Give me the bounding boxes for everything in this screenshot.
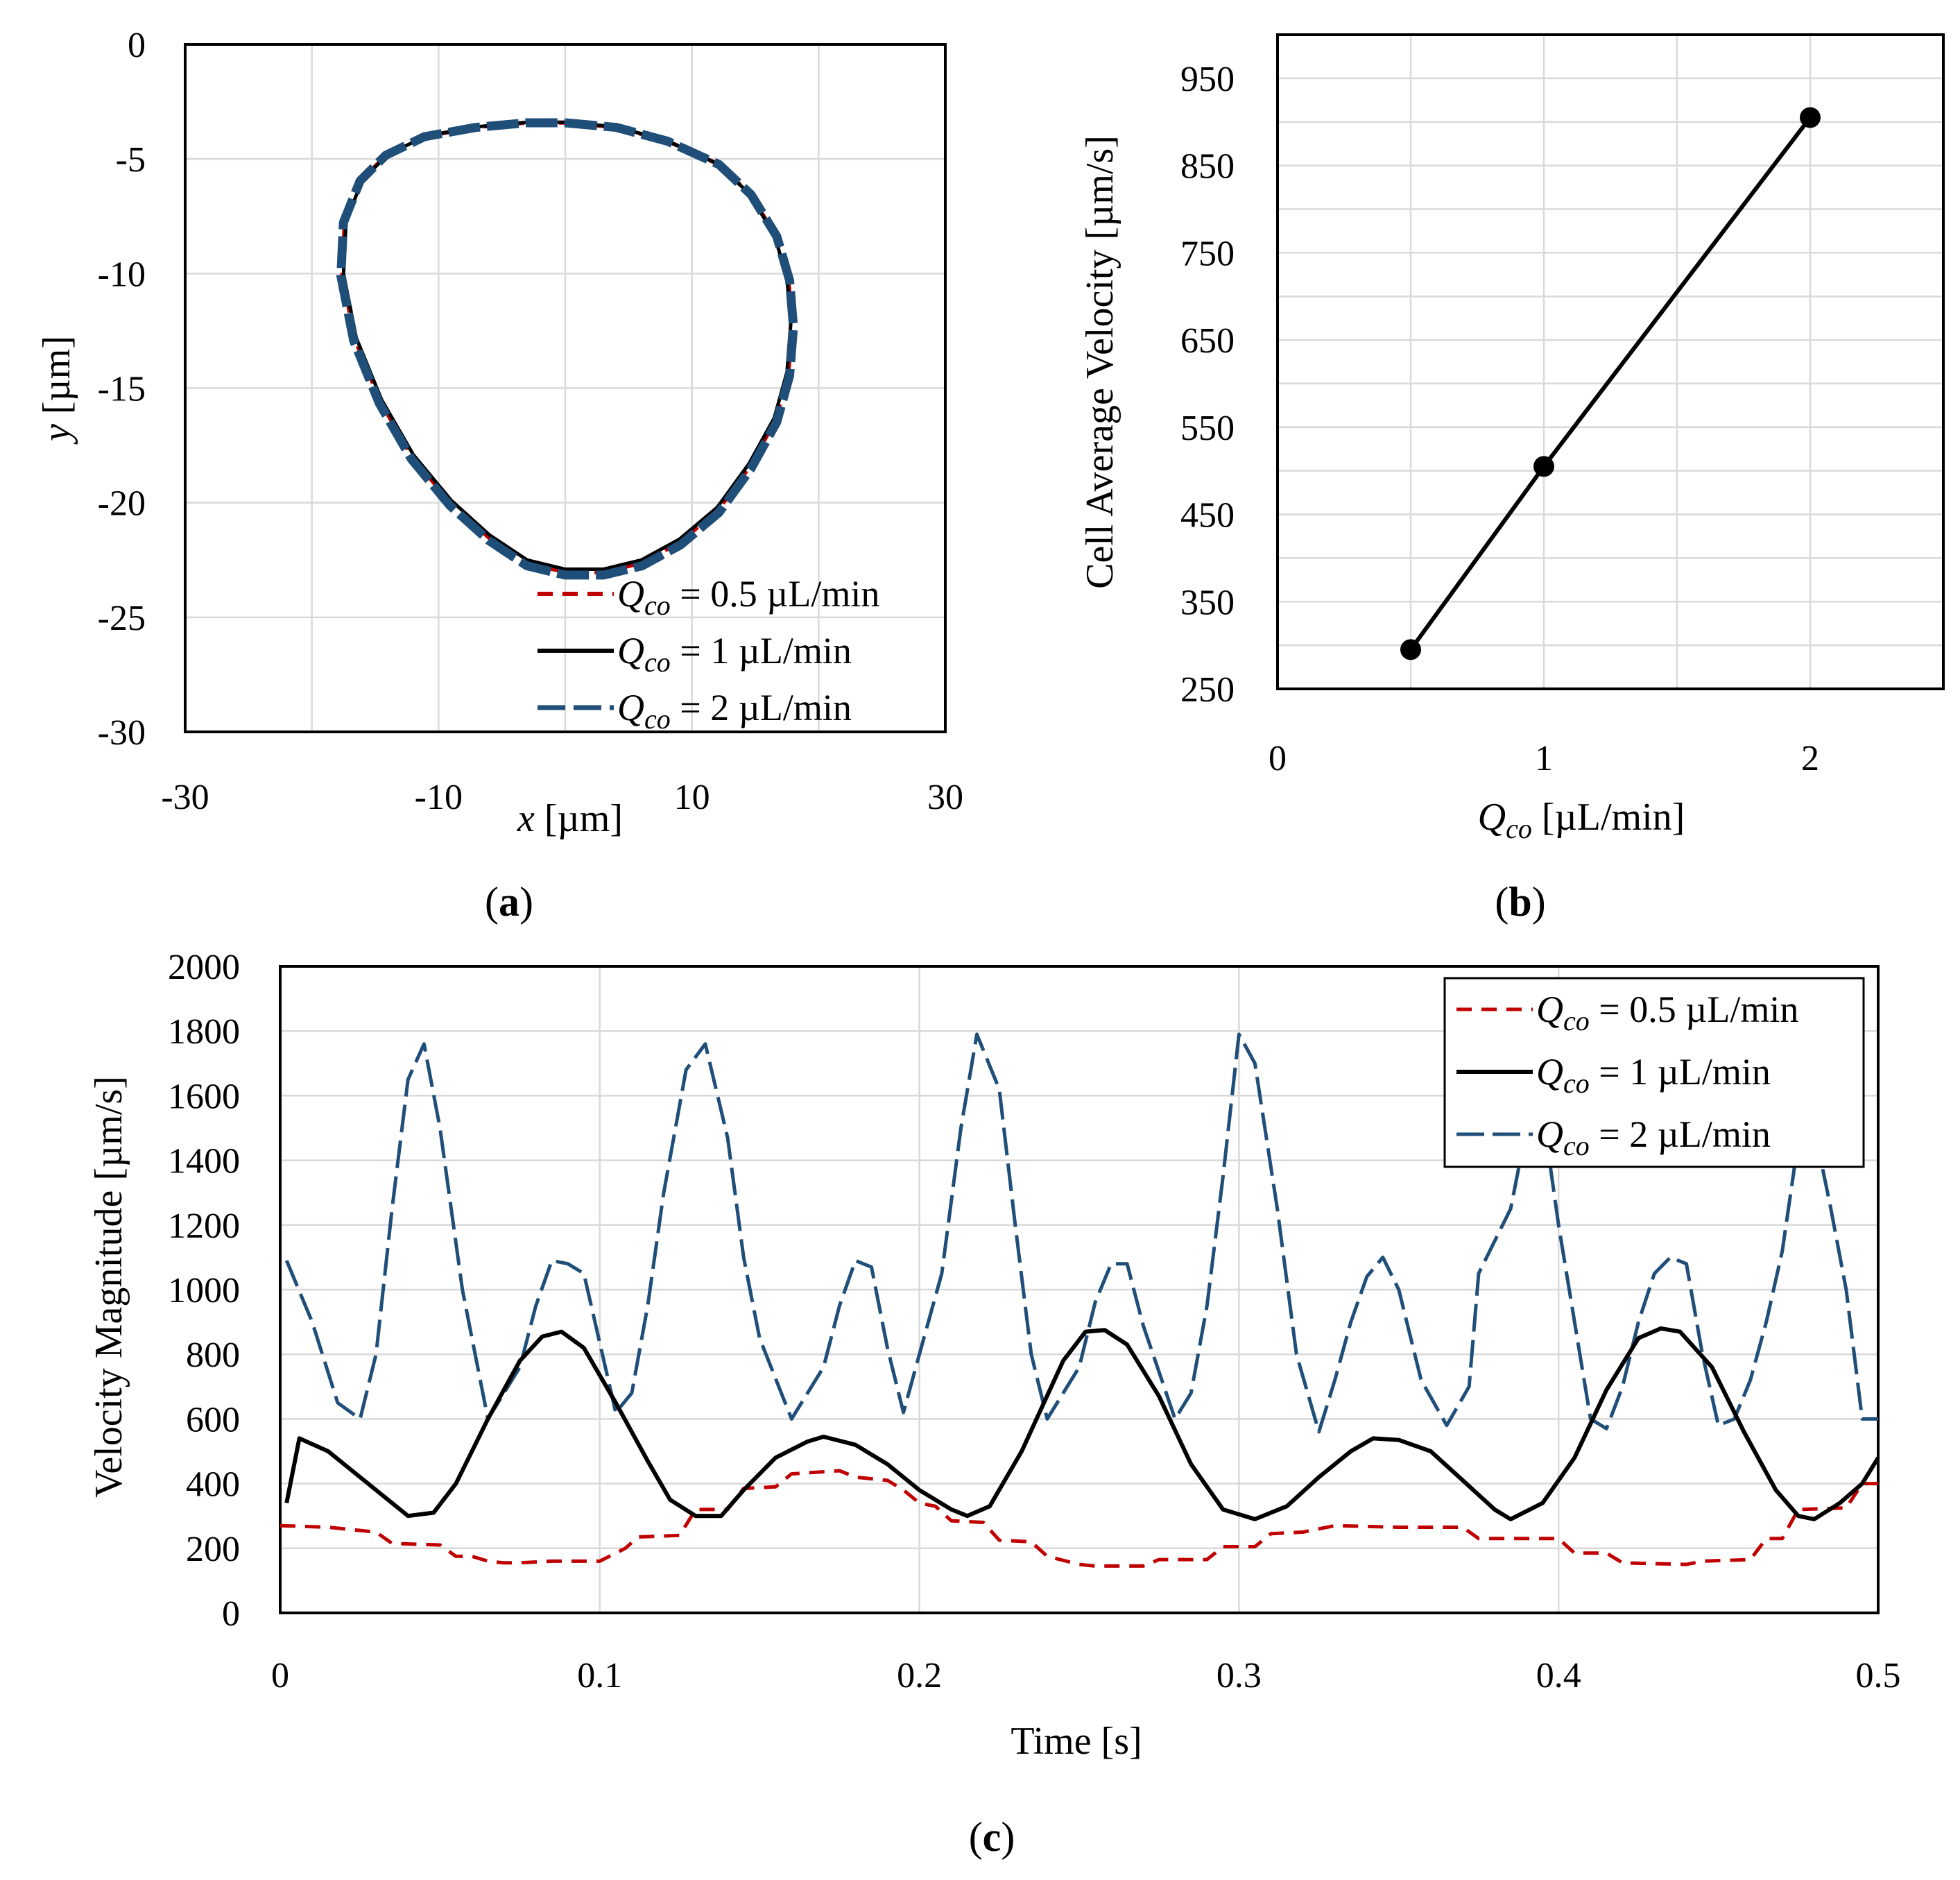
legend-label-1: Qco = 1 µL/min: [617, 630, 852, 678]
panel-a: -30 -10 10 30 0 -5 -10 -15 -20 -25 -30 x [µm] y [µ…: [35, 26, 963, 925]
legend-label-0: Qco = 0.5 µL/min: [1536, 989, 1798, 1036]
y-tick-label: -30: [98, 713, 146, 753]
x-tick-label: 0.1: [577, 1656, 622, 1695]
y-tick-label: 0: [128, 26, 146, 65]
y-tick-label: 1800: [168, 1012, 240, 1052]
y-tick-label: 1200: [168, 1206, 240, 1246]
y-tick-label: 250: [1180, 670, 1235, 710]
y-tick-label: 350: [1180, 583, 1235, 622]
x-tick-label: 0: [271, 1656, 289, 1695]
x-tick-label: 2: [1801, 739, 1819, 778]
panel-a-caption: (a): [485, 879, 533, 925]
data-point: [1800, 107, 1821, 128]
panel-a-tick-labels: -30 -10 10 30 0 -5 -10 -15 -20 -25 -30: [98, 26, 963, 817]
panel-a-x-axis-label: x [µm]: [517, 797, 623, 840]
panel-a-y-axis-label: y [µm]: [35, 336, 78, 445]
panel-b-y-axis-label: Cell Average Velocity [µm/s]: [1078, 135, 1121, 589]
x-tick-label: 0.4: [1536, 1656, 1581, 1695]
y-tick-label: -10: [98, 255, 146, 294]
panel-b: 0 1 2 250 350 450 550 650 750 850 950 Cell Average…: [1078, 33, 1945, 925]
x-tick-label: 1: [1535, 739, 1553, 778]
y-tick-label: -15: [98, 370, 146, 409]
contour-qco-0-5: [340, 120, 795, 574]
y-tick-label: 0: [222, 1594, 240, 1634]
y-tick-label: -20: [98, 484, 146, 524]
y-tick-label: 600: [186, 1400, 240, 1439]
y-tick-label: 650: [1180, 321, 1235, 361]
panel-c-legend: Qco = 0.5 µL/min Qco = 1 µL/min Qco = 2 µL…: [1456, 989, 1798, 1161]
panel-a-legend: Qco = 0.5 µL/min Qco = 1 µL/min Qco = 2 µL…: [538, 573, 879, 735]
x-tick-label: 0: [1269, 739, 1287, 778]
x-tick-label: -30: [161, 778, 209, 817]
series-qco-2: [284, 1032, 1878, 1434]
y-tick-label: 800: [186, 1335, 240, 1375]
panel-c-x-axis-label: Time [s]: [1011, 1720, 1142, 1763]
legend-label-1: Qco = 1 µL/min: [1536, 1051, 1771, 1099]
data-point: [1533, 456, 1554, 477]
y-tick-label: 200: [186, 1530, 240, 1569]
panel-b-grid: [1278, 35, 1943, 689]
panel-c-series: [280, 1032, 1878, 1568]
panel-b-tick-labels: 0 1 2 250 350 450 550 650 750 850 950: [1180, 60, 1819, 778]
contour-qco-2: [336, 118, 798, 580]
panel-b-x-axis-label: Qco [µL/min]: [1478, 796, 1685, 844]
panel-c-plot-frame: [279, 965, 1880, 1614]
y-tick-label: 850: [1180, 147, 1235, 187]
y-tick-label: 750: [1180, 234, 1235, 273]
series-qco-0-5: [280, 1469, 1878, 1568]
y-tick-label: 2000: [168, 948, 240, 987]
legend-label-2: Qco = 2 µL/min: [617, 687, 852, 735]
y-tick-label: 550: [1180, 409, 1235, 448]
panel-c-caption: (c): [969, 1814, 1015, 1860]
y-tick-label: 1400: [168, 1142, 240, 1181]
legend-label-2: Qco = 2 µL/min: [1536, 1113, 1771, 1161]
panel-b-points: [1400, 107, 1821, 660]
y-tick-label: 950: [1180, 60, 1235, 99]
x-tick-label: 0.5: [1856, 1656, 1901, 1695]
series-qco-1: [284, 1326, 1878, 1521]
panel-c: 0 0.1 0.2 0.3 0.4 0.5 0 200 400 600 800 1000 1200 140…: [87, 948, 1901, 1860]
y-tick-label: 1000: [168, 1271, 240, 1310]
legend-label-0: Qco = 0.5 µL/min: [617, 573, 879, 621]
x-tick-label: 0.2: [897, 1656, 942, 1695]
x-tick-label: 30: [927, 778, 963, 817]
panel-b-plot-frame: [1276, 33, 1945, 690]
y-tick-label: -5: [116, 140, 146, 180]
panel-c-tick-labels: 0 0.1 0.2 0.3 0.4 0.5 0 200 400 600 800 1000 1200 140…: [168, 948, 1901, 1695]
panel-b-caption: (b): [1495, 879, 1545, 925]
panel-a-plot-frame: [184, 43, 947, 733]
panel-c-y-axis-label: Velocity Magnitude [µm/s]: [87, 1076, 130, 1498]
x-tick-label: 10: [674, 778, 710, 817]
data-point: [1400, 639, 1421, 660]
x-tick-label: -10: [415, 778, 463, 817]
y-tick-label: 1600: [168, 1077, 240, 1116]
panel-a-contours: [336, 118, 798, 580]
y-tick-label: 450: [1180, 496, 1235, 536]
y-tick-label: 400: [186, 1465, 240, 1505]
panel-a-grid: [185, 44, 945, 732]
x-tick-label: 0.3: [1217, 1656, 1262, 1695]
y-tick-label: -25: [98, 599, 146, 638]
